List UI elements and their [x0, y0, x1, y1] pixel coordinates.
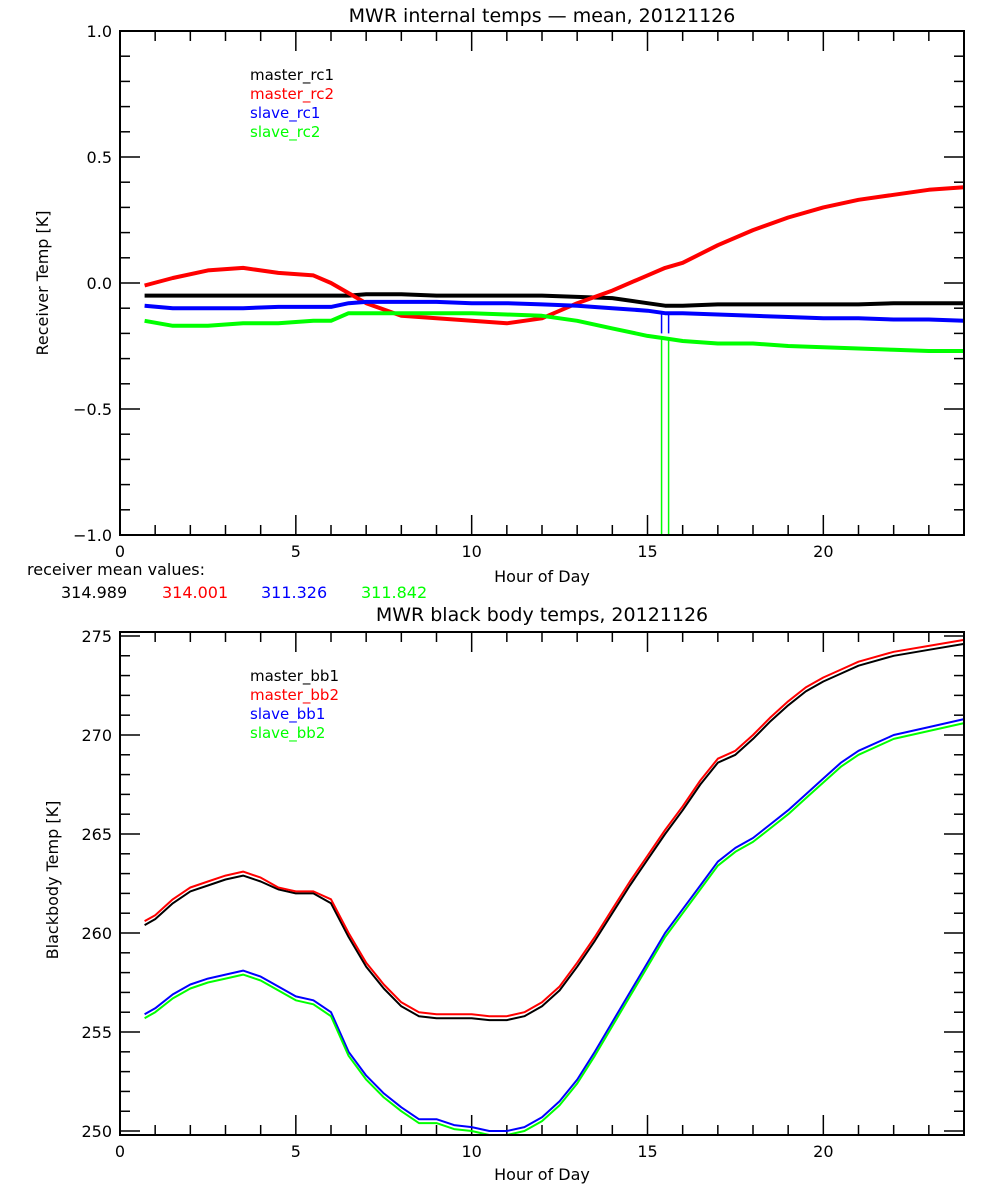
series-line-master_bb1	[144, 642, 965, 1022]
annotation-value: 314.989	[61, 583, 127, 602]
series-line-master_bb2	[144, 638, 965, 1018]
annotation-value: 311.842	[361, 583, 427, 602]
series-line-slave_bb2	[144, 722, 965, 1136]
x-tick-label: 0	[115, 542, 125, 561]
y-axis-label: Receiver Temp [K]	[33, 210, 52, 355]
x-tick-label: 15	[637, 1142, 657, 1161]
series-line-slave_rc1	[144, 299, 965, 323]
series-line-master_rc1	[144, 292, 964, 308]
x-tick-label: 0	[115, 1142, 125, 1161]
x-tick-label: 20	[813, 542, 833, 561]
axes: 0 5 10 15 20 1.0 0.5 0.0 −0.5 −1.0	[73, 22, 965, 561]
y-tick-label: 275	[81, 627, 112, 646]
legend-entry: slave_rc1	[250, 104, 320, 123]
x-tick-label: 5	[291, 542, 301, 561]
chart-title: MWR internal temps — mean, 20121126	[349, 5, 736, 27]
plot-area	[144, 638, 965, 1136]
annotation-value: 311.326	[261, 583, 327, 602]
legend-entry: master_rc1	[250, 66, 334, 85]
y-tick-label: 260	[81, 924, 112, 943]
y-tick-label: 1.0	[87, 22, 112, 41]
legend-entry: slave_rc2	[250, 123, 320, 142]
y-axis-label: Blackbody Temp [K]	[43, 801, 62, 960]
x-axis-label: Hour of Day	[494, 567, 590, 586]
x-tick-label: 10	[461, 1142, 481, 1161]
receiver-mean-values: receiver mean values: 314.989 314.001 31…	[27, 560, 427, 602]
y-tick-label: −0.5	[73, 400, 112, 419]
y-tick-label: 255	[81, 1023, 112, 1042]
series-line-slave_bb1	[144, 718, 965, 1132]
legend-entry: slave_bb1	[250, 705, 325, 724]
series-line-master_rc2	[144, 185, 965, 326]
x-axis-label: Hour of Day	[494, 1165, 590, 1184]
plot-area	[144, 185, 965, 535]
y-tick-label: 250	[81, 1122, 112, 1141]
y-tick-label: −1.0	[73, 526, 112, 545]
y-tick-label: 265	[81, 825, 112, 844]
annotation-value: 314.001	[162, 583, 228, 602]
legend-entry: master_rc2	[250, 85, 334, 104]
series-line-slave_rc2	[144, 311, 964, 353]
plot-frame	[119, 30, 965, 536]
legend-entry: master_bb2	[250, 686, 339, 705]
x-tick-label: 10	[461, 542, 481, 561]
plot-frame	[119, 631, 965, 1136]
legend: master_rc1 master_rc2 slave_rc1 slave_rc…	[250, 66, 334, 142]
chart-title: MWR black body temps, 20121126	[376, 604, 708, 626]
legend: master_bb1 master_bb2 slave_bb1 slave_bb…	[250, 667, 339, 743]
legend-entry: master_bb1	[250, 667, 339, 686]
y-tick-label: 270	[81, 726, 112, 745]
legend-entry: slave_bb2	[250, 724, 325, 743]
x-tick-label: 20	[813, 1142, 833, 1161]
y-tick-label: 0.0	[87, 274, 112, 293]
annotation-label: receiver mean values:	[27, 560, 205, 579]
x-tick-label: 5	[291, 1142, 301, 1161]
axes: 0 5 10 15 20 275 270 265 260 255 250	[81, 627, 965, 1161]
y-tick-label: 0.5	[87, 148, 112, 167]
receiver-temp-chart: MWR internal temps — mean, 20121126 0 5 10…	[27, 5, 965, 602]
blackbody-temp-chart: MWR black body temps, 20121126 0 5 10 15 20 2…	[43, 604, 965, 1184]
x-tick-label: 15	[637, 542, 657, 561]
